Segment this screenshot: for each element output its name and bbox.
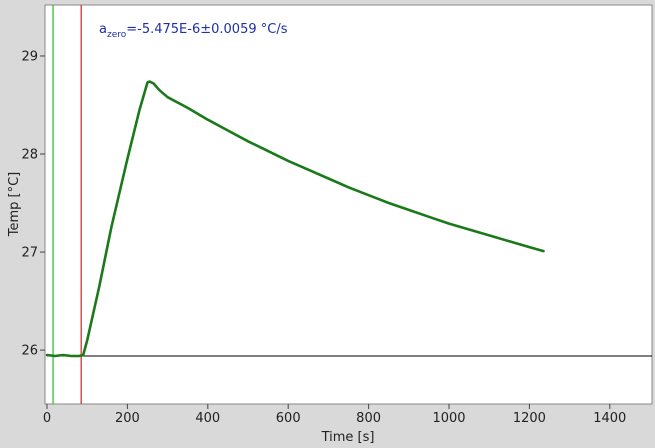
x-tick-label: 800 — [356, 411, 381, 426]
y-tick-label: 27 — [21, 246, 38, 261]
x-tick-label: 600 — [276, 411, 301, 426]
x-tick-label: 400 — [195, 411, 220, 426]
series-layer — [45, 80, 545, 358]
x-tick-label: 200 — [115, 411, 140, 426]
fit-annotation: azero=-5.475E-6±0.0059 °C/s — [99, 22, 288, 40]
vertical-markers — [52, 5, 82, 404]
x-axis-label: Time [s] — [321, 430, 375, 445]
series-line-1 — [45, 80, 545, 358]
y-tick-label: 26 — [21, 344, 38, 359]
x-axis-ticks: 0 200 400 600 800 1000 1200 1400 — [43, 404, 626, 426]
y-tick-label: 28 — [21, 148, 38, 163]
annotation-prefix: a — [99, 22, 107, 37]
x-tick-label: 1200 — [513, 411, 546, 426]
y-axis-ticks: 26 27 28 29 — [21, 49, 45, 359]
x-tick-label: 0 — [43, 411, 51, 426]
plot-area — [44, 4, 653, 405]
y-tick-label: 29 — [21, 49, 38, 64]
annotation-value: =-5.475E-6±0.0059 °C/s — [126, 22, 287, 37]
x-tick-label: 1400 — [593, 411, 626, 426]
y-axis-label: Temp [°C] — [7, 172, 22, 238]
annotation-subscript: zero — [107, 30, 127, 40]
x-tick-label: 1000 — [432, 411, 465, 426]
